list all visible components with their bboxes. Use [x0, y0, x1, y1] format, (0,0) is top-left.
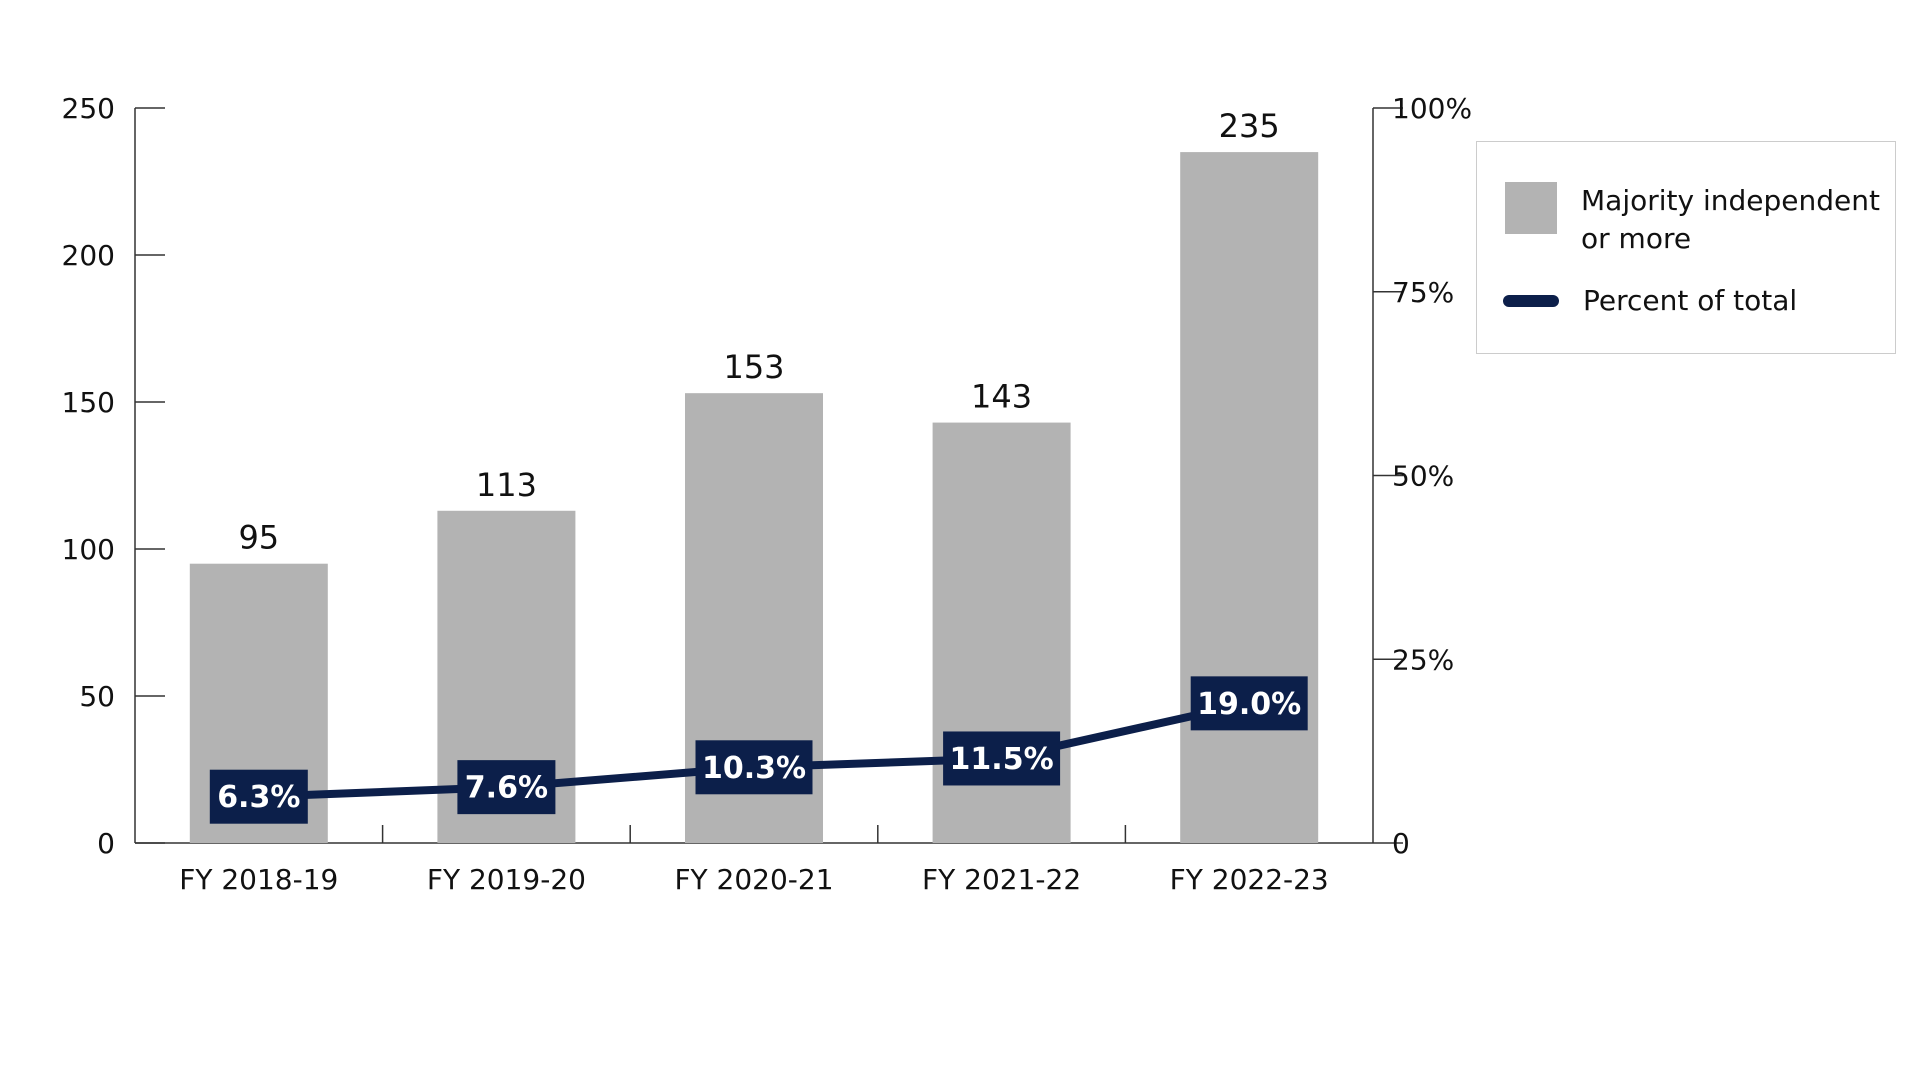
line-label-box [1190, 676, 1308, 731]
legend-label: Percent of total [1583, 284, 1798, 317]
line-label-box [457, 760, 556, 815]
line-value-label: 7.6% [465, 771, 548, 806]
x-tick-label: FY 2019-20 [427, 863, 586, 896]
bar-value-label: 95 [238, 519, 279, 557]
x-tick-label: FY 2022-23 [1170, 863, 1329, 896]
bar-value-label: 153 [723, 348, 784, 386]
line-value-label: 10.3% [702, 751, 806, 786]
bar [1180, 152, 1319, 844]
legend-marker [1505, 182, 1557, 234]
y-tick-label: 50 [79, 680, 115, 713]
line-label-box [209, 769, 308, 824]
y2-tick-label: 75% [1392, 276, 1454, 309]
x-tick-label: FY 2020-21 [674, 863, 833, 896]
y2-tick-label: 0 [1392, 827, 1410, 860]
legend-item: Majority independent or more [1505, 182, 1891, 258]
line-label-box [695, 740, 813, 795]
y2-tick-label: 25% [1392, 643, 1454, 676]
line-value-label: 11.5% [950, 742, 1054, 777]
bar-value-label: 113 [476, 466, 537, 504]
y2-tick-label: 100% [1392, 92, 1472, 125]
y-tick-label: 250 [62, 92, 115, 125]
x-tick-label: FY 2018-19 [179, 863, 338, 896]
y2-tick-label: 50% [1392, 460, 1454, 493]
line-value-label: 19.0% [1197, 687, 1301, 722]
legend: Majority independent or more Percent of t… [1476, 141, 1896, 354]
y-tick-label: 0 [97, 827, 115, 860]
legend-label: Majority independent or more [1581, 184, 1880, 255]
y-tick-label: 100 [62, 533, 115, 566]
y-tick-label: 200 [62, 239, 115, 272]
legend-marker [1503, 295, 1559, 307]
bar-value-label: 143 [971, 378, 1032, 416]
bar-value-label: 235 [1219, 107, 1280, 145]
x-tick-label: FY 2021-22 [922, 863, 1081, 896]
line-label-box [943, 731, 1061, 786]
line-value-label: 6.3% [217, 780, 300, 815]
legend-item: Percent of total [1503, 282, 1893, 320]
y-tick-label: 150 [62, 386, 115, 419]
